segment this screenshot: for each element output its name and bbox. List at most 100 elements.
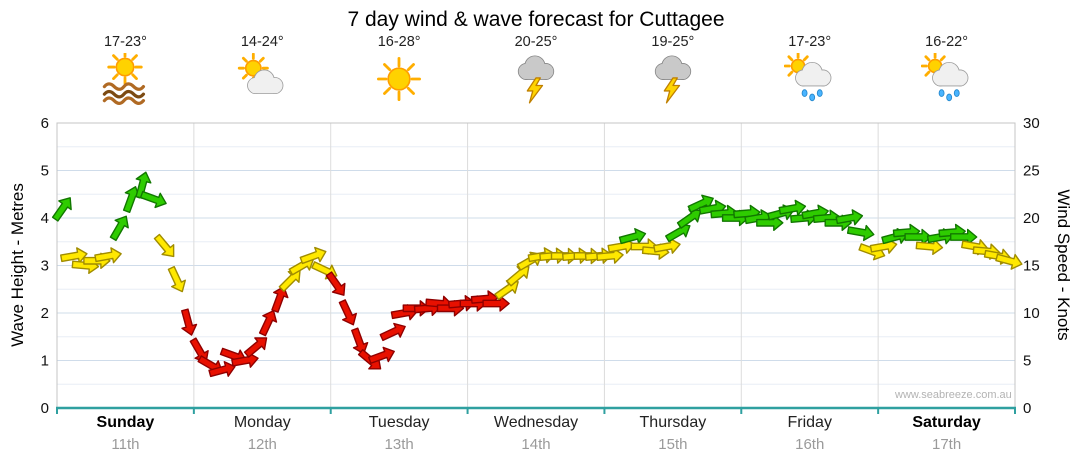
day-label-saturday: Saturday 17th — [878, 414, 1015, 453]
day-temp-label: 14-24° — [240, 34, 284, 50]
wind-arrow — [338, 299, 357, 326]
wind-arrow — [687, 194, 714, 213]
day-temp-label: 20-25° — [514, 34, 558, 50]
day-date: 16th — [795, 436, 825, 453]
wave-height-axis-label: Wave Height - Metres — [8, 183, 27, 347]
wind-arrow — [243, 337, 268, 358]
wind-arrow — [835, 209, 864, 226]
sun-cloud-icon — [236, 52, 288, 107]
wind-arrow — [915, 238, 944, 256]
wind-speed-axis-label: Wind Speed - Knots — [1054, 189, 1073, 341]
day-date: 14th — [521, 436, 551, 453]
wind-arrow — [846, 224, 875, 242]
day-column-monday: 14-24° — [194, 34, 331, 107]
sun-icon — [373, 53, 425, 107]
day-name: Saturday — [912, 414, 981, 431]
wind-arrow — [778, 199, 807, 216]
wave-height-tick: 1 — [41, 353, 49, 370]
wind-arrow — [167, 265, 186, 293]
wind-speed-tick: 30 — [1023, 115, 1040, 132]
wave-height-tick: 5 — [41, 163, 49, 180]
day-name: Sunday — [96, 414, 155, 431]
day-temp-label: 16-22° — [925, 34, 969, 50]
wave-height-tick: 4 — [41, 210, 49, 227]
wave-height-tick: 6 — [41, 115, 49, 132]
day-date: 17th — [931, 436, 962, 453]
day-name: Tuesday — [368, 414, 430, 431]
wind-speed-tick: 20 — [1023, 210, 1040, 227]
page-title: 7 day wind & wave forecast for Cuttagee — [347, 8, 725, 31]
day-column-tuesday: 16-28° — [331, 34, 468, 107]
day-temp-label: 16-28° — [377, 34, 421, 50]
day-column-sunday: 17-23° — [57, 34, 194, 107]
day-label-friday: Friday 16th — [741, 414, 878, 453]
wind-speed-tick: 25 — [1023, 163, 1040, 180]
wind-arrow — [325, 271, 346, 296]
wind-arrow — [51, 197, 72, 222]
wind-arrow — [278, 269, 301, 292]
day-label-sunday: Sunday 11th — [57, 414, 194, 453]
day-date: 12th — [247, 436, 277, 453]
wind-arrow — [299, 246, 327, 265]
day-name: Wednesday — [493, 414, 579, 431]
x-axis — [56, 406, 1016, 414]
wave-height-tick: 3 — [41, 258, 49, 275]
wave-height-tick-labels: 0 1 2 3 4 5 6 — [41, 115, 49, 417]
wind-arrow — [950, 228, 978, 246]
day-headers: 17-23° 14-24° 16-28° 20-25° 19-25° 17-23° 16-2… — [57, 34, 1015, 107]
day-column-friday: 17-23° — [741, 34, 878, 107]
day-footers: Sunday 11th Monday 12th Tuesday 13th Wednesday… — [57, 414, 1015, 453]
wind-arrow — [618, 228, 647, 245]
wind-speed-tick-labels: 0 5 10 15 20 25 30 — [1023, 115, 1040, 417]
day-column-saturday: 16-22° — [878, 34, 1015, 107]
wind-arrow — [139, 190, 167, 209]
watermark: www.seabreeze.com.au — [895, 389, 1012, 401]
sun-rain-icon — [920, 51, 973, 107]
wind-arrow — [109, 215, 129, 242]
wind-arrow — [208, 361, 236, 378]
day-column-wednesday: 20-25° — [468, 34, 605, 107]
wind-arrow — [258, 310, 278, 337]
storm-icon — [510, 53, 562, 107]
wind-arrow — [60, 247, 88, 264]
day-name: Monday — [233, 414, 291, 431]
day-name: Thursday — [639, 414, 707, 431]
wind-arrow — [995, 253, 1023, 270]
gridlines — [57, 146, 1015, 385]
wind-arrow — [653, 237, 681, 254]
sun-rain-icon — [783, 51, 836, 107]
day-separator-lines — [193, 123, 879, 408]
wind-arrow — [271, 285, 289, 313]
day-name: Friday — [787, 414, 832, 431]
wind-speed-tick: 0 — [1023, 400, 1031, 417]
day-temp-label: 17-23° — [103, 34, 147, 50]
wind-arrow — [379, 322, 406, 342]
wind-arrow — [904, 228, 932, 246]
day-temp-label: 17-23° — [788, 34, 832, 50]
wind-speed-tick: 10 — [1023, 305, 1040, 322]
wave-height-tick: 2 — [41, 305, 49, 322]
wind-speed-tick: 5 — [1023, 353, 1031, 370]
day-column-thursday: 19-25° — [604, 34, 741, 107]
day-label-tuesday: Tuesday 13th — [331, 414, 468, 453]
day-date: 15th — [658, 436, 688, 453]
wind-arrow — [181, 308, 198, 336]
day-date: 13th — [384, 436, 414, 453]
wind-arrow — [367, 346, 395, 364]
day-date: 11th — [111, 436, 140, 453]
day-label-monday: Monday 12th — [194, 414, 331, 453]
wind-arrows — [51, 171, 1023, 378]
wind-arrow — [506, 265, 530, 287]
day-temp-label: 19-25° — [651, 34, 695, 50]
wind-arrow — [482, 295, 510, 312]
wind-arrow — [153, 233, 175, 258]
wind-arrow — [351, 327, 369, 355]
wind-arrow — [94, 247, 122, 264]
storm-icon — [647, 53, 699, 107]
day-label-thursday: Thursday 15th — [604, 414, 741, 453]
wind-speed-tick: 15 — [1023, 258, 1040, 275]
day-label-wednesday: Wednesday 14th — [468, 414, 605, 453]
wave-height-tick: 0 — [41, 400, 49, 417]
